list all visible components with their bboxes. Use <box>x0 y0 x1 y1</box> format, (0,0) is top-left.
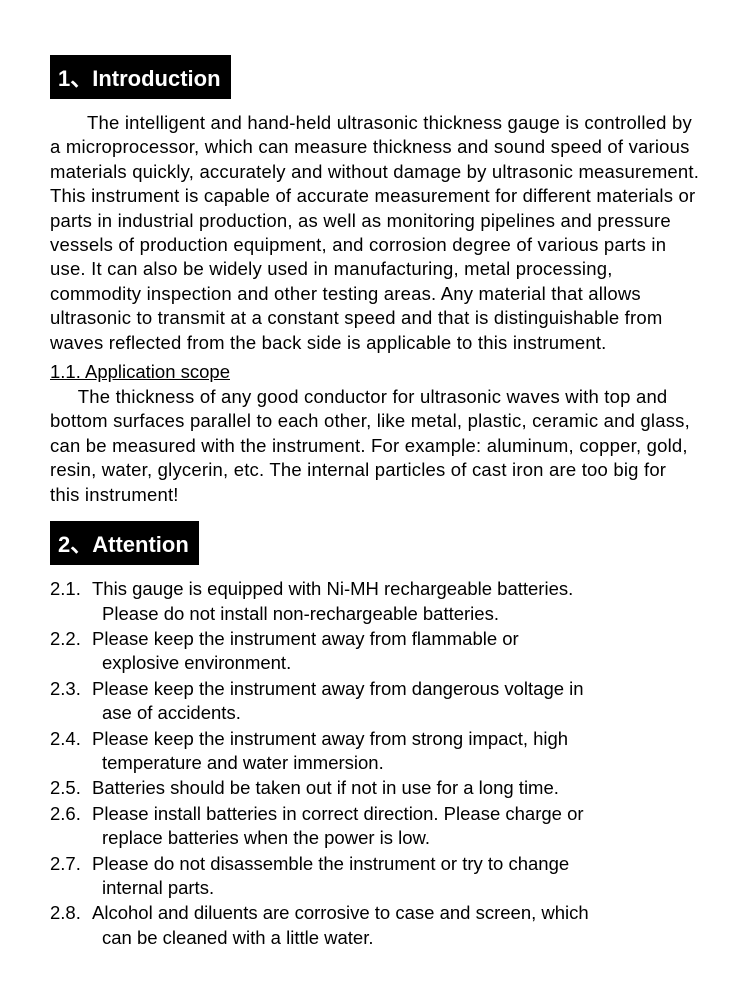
attention-text: Please keep the instrument away from dan… <box>92 677 700 726</box>
attention-line1: Alcohol and diluents are corrosive to ca… <box>92 902 589 923</box>
attention-item: 2.3. Please keep the instrument away fro… <box>50 677 700 726</box>
attention-line1: Please keep the instrument away from dan… <box>92 678 584 699</box>
attention-item: 2.1. This gauge is equipped with Ni-MH r… <box>50 577 700 626</box>
attention-line1: This gauge is equipped with Ni-MH rechar… <box>92 578 573 599</box>
attention-num: 2.4. <box>50 727 92 776</box>
subheading-1-1: 1.1. Application scope <box>50 361 700 383</box>
attention-list: 2.1. This gauge is equipped with Ni-MH r… <box>50 577 700 950</box>
attention-num: 2.1. <box>50 577 92 626</box>
attention-item: 2.2. Please keep the instrument away fro… <box>50 627 700 676</box>
attention-num: 2.8. <box>50 901 92 950</box>
attention-line1: Batteries should be taken out if not in … <box>92 777 559 798</box>
sub-paragraph-1-1: The thickness of any good conductor for … <box>50 385 700 507</box>
attention-line2: can be cleaned with a little water. <box>102 926 700 950</box>
attention-line2: ase of accidents. <box>102 701 700 725</box>
document-page: 1、Introduction The intelligent and hand-… <box>0 0 750 994</box>
attention-line2: Please do not install non-rechargeable b… <box>102 602 700 626</box>
attention-item: 2.4. Please keep the instrument away fro… <box>50 727 700 776</box>
attention-item: 2.7. Please do not disassemble the instr… <box>50 852 700 901</box>
attention-line1: Please keep the instrument away from str… <box>92 728 568 749</box>
attention-line2: internal parts. <box>102 876 700 900</box>
attention-line1: Please do not disassemble the instrument… <box>92 853 569 874</box>
intro-paragraph: The intelligent and hand-held ultrasonic… <box>50 111 700 355</box>
attention-text: Please keep the instrument away from str… <box>92 727 700 776</box>
attention-text: Please keep the instrument away from fla… <box>92 627 700 676</box>
section-header-1: 1、Introduction <box>50 55 231 99</box>
attention-text: Please do not disassemble the instrument… <box>92 852 700 901</box>
attention-item: 2.5. Batteries should be taken out if no… <box>50 776 700 800</box>
attention-line2: temperature and water immersion. <box>102 751 700 775</box>
section-header-2: 2、Attention <box>50 521 199 565</box>
attention-item: 2.8. Alcohol and diluents are corrosive … <box>50 901 700 950</box>
attention-text: Please install batteries in correct dire… <box>92 802 700 851</box>
attention-text: This gauge is equipped with Ni-MH rechar… <box>92 577 700 626</box>
attention-num: 2.2. <box>50 627 92 676</box>
attention-num: 2.3. <box>50 677 92 726</box>
attention-num: 2.5. <box>50 776 92 800</box>
attention-text: Batteries should be taken out if not in … <box>92 776 700 800</box>
attention-item: 2.6. Please install batteries in correct… <box>50 802 700 851</box>
attention-line2: explosive environment. <box>102 651 700 675</box>
attention-line1: Please install batteries in correct dire… <box>92 803 584 824</box>
section-introduction: 1、Introduction The intelligent and hand-… <box>50 55 700 507</box>
section-attention: 2、Attention 2.1. This gauge is equipped … <box>50 521 700 950</box>
attention-num: 2.6. <box>50 802 92 851</box>
attention-num: 2.7. <box>50 852 92 901</box>
attention-line1: Please keep the instrument away from fla… <box>92 628 519 649</box>
attention-text: Alcohol and diluents are corrosive to ca… <box>92 901 700 950</box>
attention-line2: replace batteries when the power is low. <box>102 826 700 850</box>
